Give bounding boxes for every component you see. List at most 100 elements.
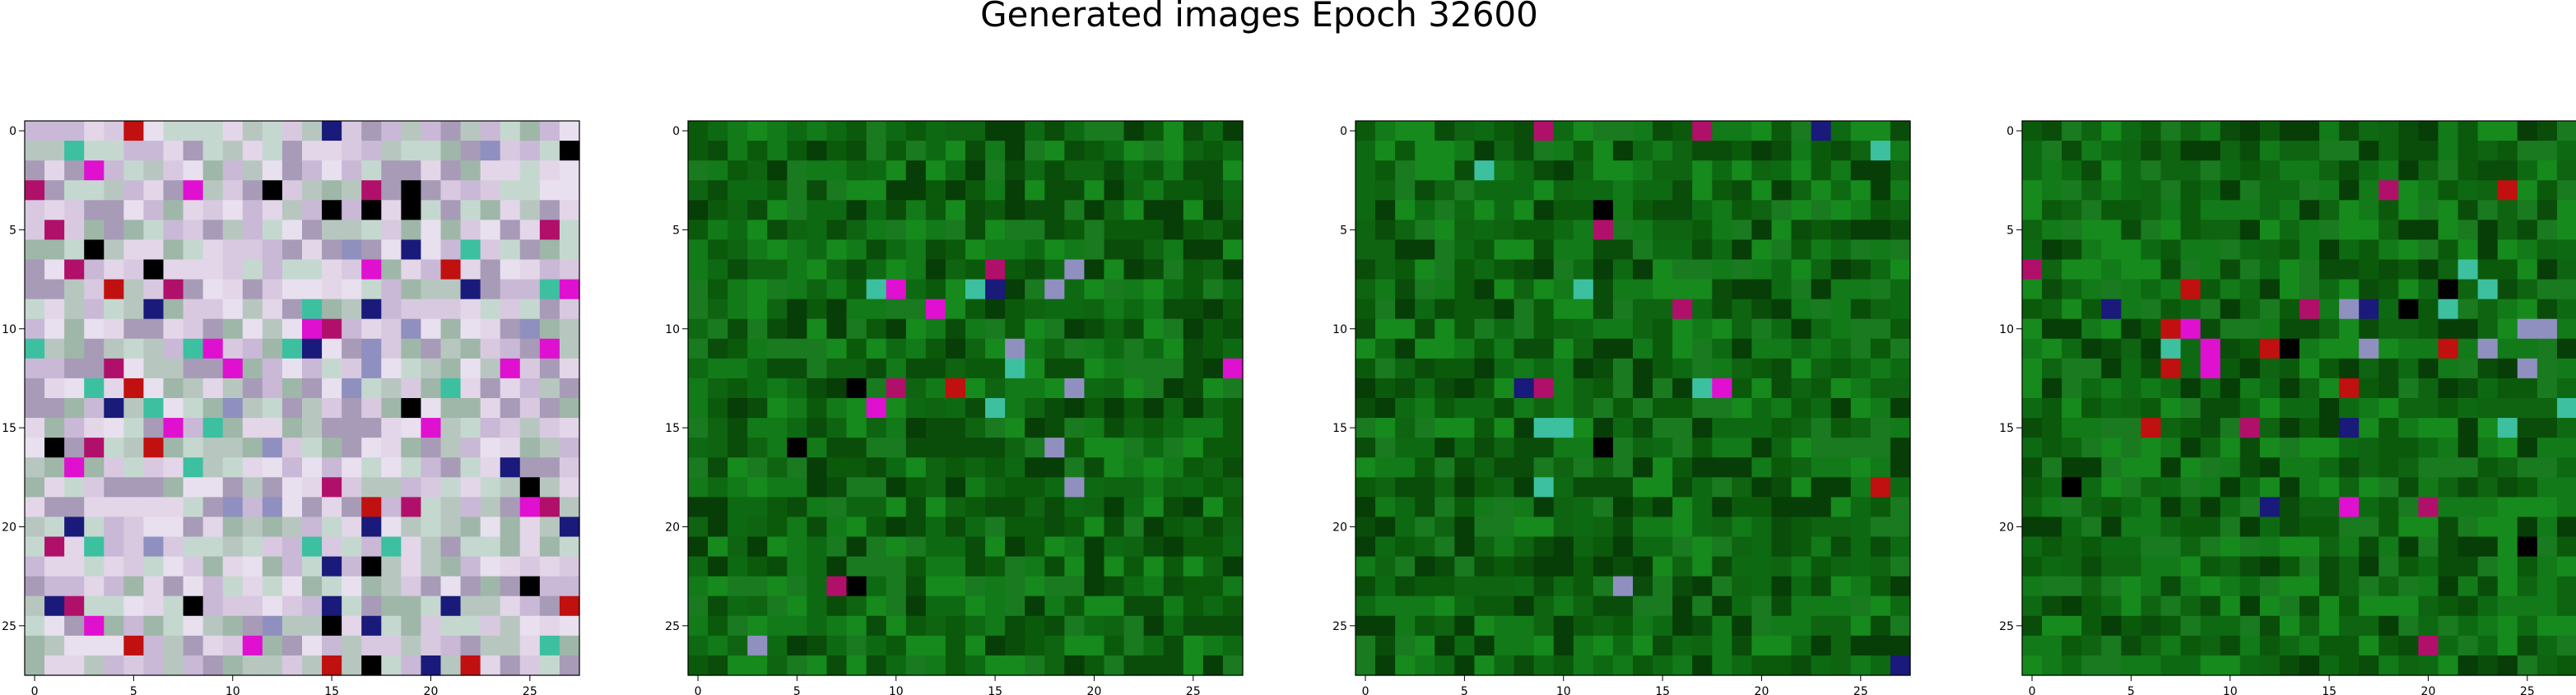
pixel-cell (1870, 418, 1891, 438)
pixel-cell (401, 517, 422, 538)
pixel-cell (559, 200, 580, 220)
pixel-cell (1415, 655, 1435, 676)
pixel-cell (2042, 220, 2062, 241)
pixel-cell (2259, 497, 2281, 518)
pixel-cell (1183, 418, 1204, 438)
pixel-cell (985, 160, 1006, 181)
pixel-cell (945, 299, 966, 320)
pixel-cell (1850, 517, 1872, 538)
pixel-cell (480, 536, 501, 558)
pixel-cell (1870, 220, 1891, 241)
pixel-cell (1573, 576, 1594, 597)
pixel-cell (519, 220, 541, 241)
pixel-cell (807, 615, 828, 637)
pixel-cell (1573, 259, 1594, 280)
pixel-cell (1712, 576, 1732, 597)
pixel-cell (2398, 141, 2420, 161)
pixel-cell (2022, 259, 2043, 280)
pixel-cell (2259, 121, 2281, 141)
pixel-cell (1025, 180, 1045, 201)
pixel-cell (2457, 398, 2479, 419)
pixel-cell (1375, 517, 1396, 538)
pixel-cell (1375, 121, 1396, 141)
pixel-cell (1811, 279, 1832, 300)
pixel-cell (2200, 457, 2221, 478)
pixel-cell (361, 576, 382, 597)
pixel-cell (1514, 615, 1535, 637)
pixel-cell (1104, 615, 1125, 637)
pixel-cell (985, 378, 1006, 399)
pixel-cell (2299, 635, 2320, 656)
pixel-cell (747, 358, 768, 379)
pixel-cell (1553, 576, 1574, 597)
pixel-cell (460, 318, 481, 340)
pixel-cell (242, 477, 263, 498)
pixel-cell (708, 517, 728, 538)
pixel-cell (688, 438, 709, 458)
pixel-cell (1692, 438, 1713, 458)
pixel-cell (1771, 536, 1793, 558)
pixel-cell (1732, 338, 1753, 359)
pixel-cell (1375, 635, 1396, 656)
pixel-cell (2319, 635, 2340, 656)
pixel-cell (1005, 200, 1025, 220)
pixel-cell (2022, 200, 2043, 220)
pixel-cell (123, 318, 145, 340)
pixel-cell (905, 141, 927, 161)
pixel-cell (1653, 418, 1673, 438)
pixel-cell (2378, 457, 2399, 478)
pixel-cell (2239, 556, 2261, 577)
pixel-cell (1870, 378, 1891, 399)
pixel-cell (64, 576, 85, 597)
pixel-cell (1771, 220, 1793, 241)
pixel-cell (104, 358, 124, 379)
pixel-cell (1514, 398, 1535, 419)
pixel-cell (1143, 180, 1165, 201)
pixel-cell (183, 576, 204, 597)
pixel-cell (2239, 318, 2261, 340)
pixel-cell (2141, 438, 2162, 458)
pixel-cell (64, 358, 85, 379)
pixel-cell (2259, 358, 2281, 379)
pixel-cell (104, 220, 124, 241)
pixel-cell (302, 180, 323, 201)
pixel-cell (163, 338, 184, 359)
pixel-cell (519, 536, 541, 558)
pixel-cell (1044, 239, 1065, 261)
pixel-cell (1771, 239, 1793, 261)
pixel-cell (2239, 121, 2261, 141)
pixel-cell (807, 200, 828, 220)
pixel-cell (2497, 358, 2518, 379)
pixel-cell (985, 239, 1006, 261)
pixel-cell (728, 239, 748, 261)
pixel-cell (2220, 457, 2241, 478)
pixel-cell (242, 418, 263, 438)
pixel-cell (1044, 121, 1065, 141)
pixel-cell (945, 160, 966, 181)
pixel-cell (1375, 477, 1396, 498)
pixel-cell (1183, 318, 1204, 340)
pixel-cell (1104, 220, 1125, 241)
pixel-cell (1612, 615, 1634, 637)
pixel-cell (1375, 655, 1396, 676)
pixel-cell (2299, 438, 2320, 458)
pixel-cell (728, 595, 748, 617)
pixel-cell (1494, 497, 1515, 518)
pixel-cell (202, 259, 224, 280)
pixel-cell (1163, 655, 1184, 676)
pixel-cell (163, 160, 184, 181)
pixel-cell (1751, 635, 1773, 656)
pixel-cell (2121, 338, 2142, 359)
pixel-cell (945, 418, 966, 438)
pixel-cell (866, 259, 887, 280)
pixel-cell (985, 595, 1006, 617)
pixel-cell (2141, 477, 2162, 498)
pixel-cell (807, 239, 828, 261)
pixel-cell (1415, 497, 1435, 518)
pixel-cell (1850, 180, 1872, 201)
pixel-cell (1712, 121, 1732, 141)
pixel-cell (2556, 358, 2576, 379)
pixel-cell (2299, 655, 2320, 676)
pixel-cell (262, 438, 283, 458)
pixel-cell (460, 279, 481, 300)
